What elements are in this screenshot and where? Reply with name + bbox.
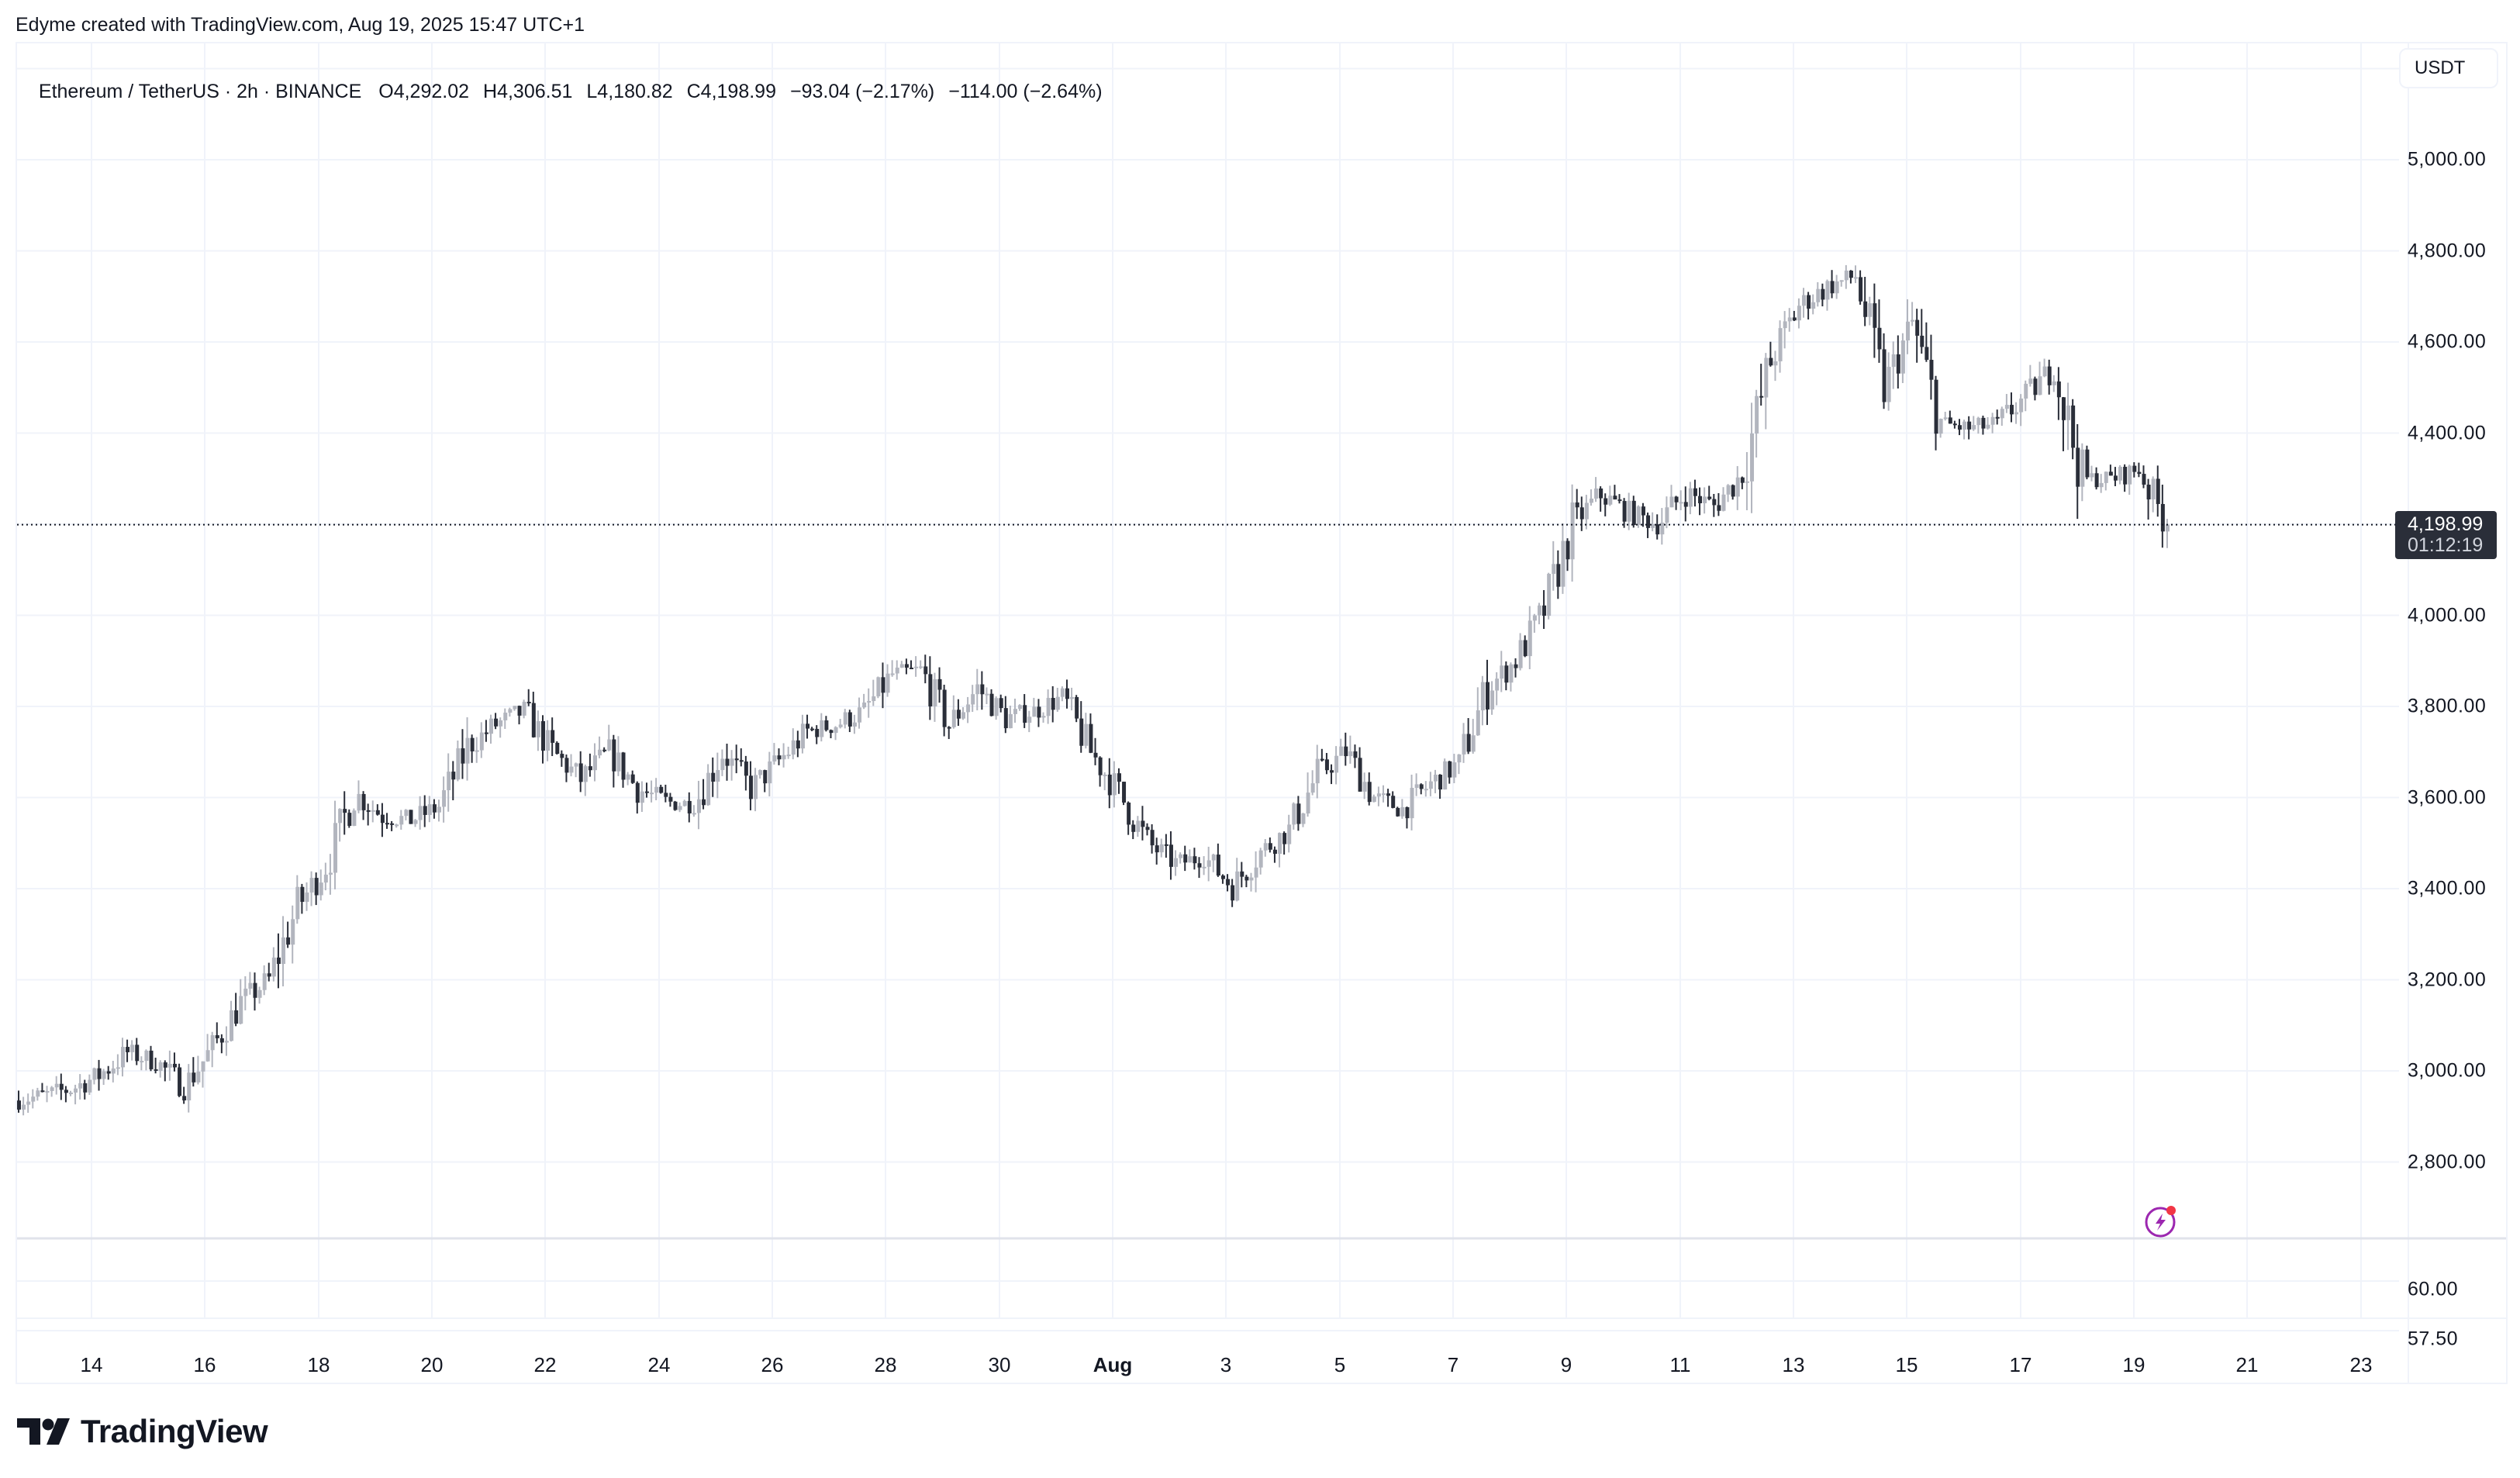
chart-credit: Edyme created with TradingView.com, Aug … — [16, 14, 585, 36]
legend-symbol[interactable]: Ethereum / TetherUS · 2h · BINANCE — [38, 81, 362, 102]
time-axis-label: 24 — [647, 1353, 671, 1376]
time-axis-label: 5 — [1334, 1353, 1346, 1376]
bar-countdown: 01:12:19 — [2408, 534, 2484, 556]
time-axis-label: 9 — [1560, 1353, 1572, 1376]
time-axis-label: 28 — [874, 1353, 897, 1376]
legend-change-alt: −114.00 (−2.64%) — [948, 81, 1103, 102]
symbol-legend: Ethereum / TetherUS · 2h · BINANCE O4,292… — [28, 58, 1117, 103]
price-axis-label: 3,200.00 — [2408, 969, 2487, 990]
price-axis-label: 4,400.00 — [2408, 422, 2487, 444]
chart-frame — [16, 42, 2508, 1384]
legend-low: L4,180.82 — [586, 81, 673, 102]
time-axis-label: 14 — [80, 1353, 103, 1376]
legend-close: C4,198.99 — [686, 81, 776, 102]
last-price: 4,198.99 — [2408, 513, 2484, 535]
price-axis-label: 2,800.00 — [2408, 1151, 2487, 1172]
time-axis-label: 13 — [1782, 1353, 1805, 1376]
tradingview-logo-icon — [17, 1418, 70, 1445]
price-axis-label: 5,000.00 — [2408, 148, 2487, 171]
legend-high: H4,306.51 — [483, 81, 573, 102]
time-axis-label: 21 — [2235, 1353, 2259, 1376]
time-axis-label: 26 — [761, 1353, 784, 1376]
time-axis-label: 16 — [193, 1353, 216, 1376]
time-axis-label: 22 — [533, 1353, 557, 1376]
indicator-axis-label: 60.00 — [2408, 1278, 2459, 1300]
price-axis-label: 4,000.00 — [2408, 604, 2487, 626]
time-axis-label: 11 — [1669, 1353, 1691, 1376]
price-axis-label: 3,600.00 — [2408, 786, 2487, 808]
time-axis-label: 20 — [420, 1353, 444, 1376]
price-axis-label: 4,800.00 — [2408, 240, 2487, 261]
price-axis-label: 4,600.00 — [2408, 330, 2487, 353]
price-axis-label: 3,400.00 — [2408, 877, 2487, 900]
lightning-icon[interactable] — [2145, 1204, 2179, 1238]
time-axis-label: Aug — [1093, 1353, 1133, 1376]
time-axis-label: 7 — [1447, 1353, 1459, 1376]
time-axis-label: 18 — [307, 1353, 330, 1376]
last-price-tag: 4,198.99 01:12:19 — [2395, 511, 2497, 559]
time-axis-label: 19 — [2122, 1353, 2145, 1376]
legend-open: O4,292.02 — [378, 81, 470, 102]
price-axis-label: 3,000.00 — [2408, 1059, 2487, 1082]
indicator-axis-label: 57.50 — [2408, 1328, 2459, 1350]
time-axis-label: 30 — [988, 1353, 1011, 1376]
tradingview-logo[interactable]: TradingView — [17, 1413, 268, 1450]
currency-button[interactable]: USDT — [2399, 48, 2498, 88]
legend-change: −93.04 (−2.17%) — [790, 81, 935, 102]
time-axis-label: 15 — [1895, 1353, 1918, 1376]
time-axis-label: 23 — [2349, 1353, 2373, 1376]
price-axis-label: 3,800.00 — [2408, 695, 2487, 717]
time-axis-label: 17 — [2009, 1353, 2032, 1376]
tradingview-logo-text: TradingView — [81, 1413, 268, 1449]
time-axis-label: 3 — [1220, 1353, 1232, 1376]
